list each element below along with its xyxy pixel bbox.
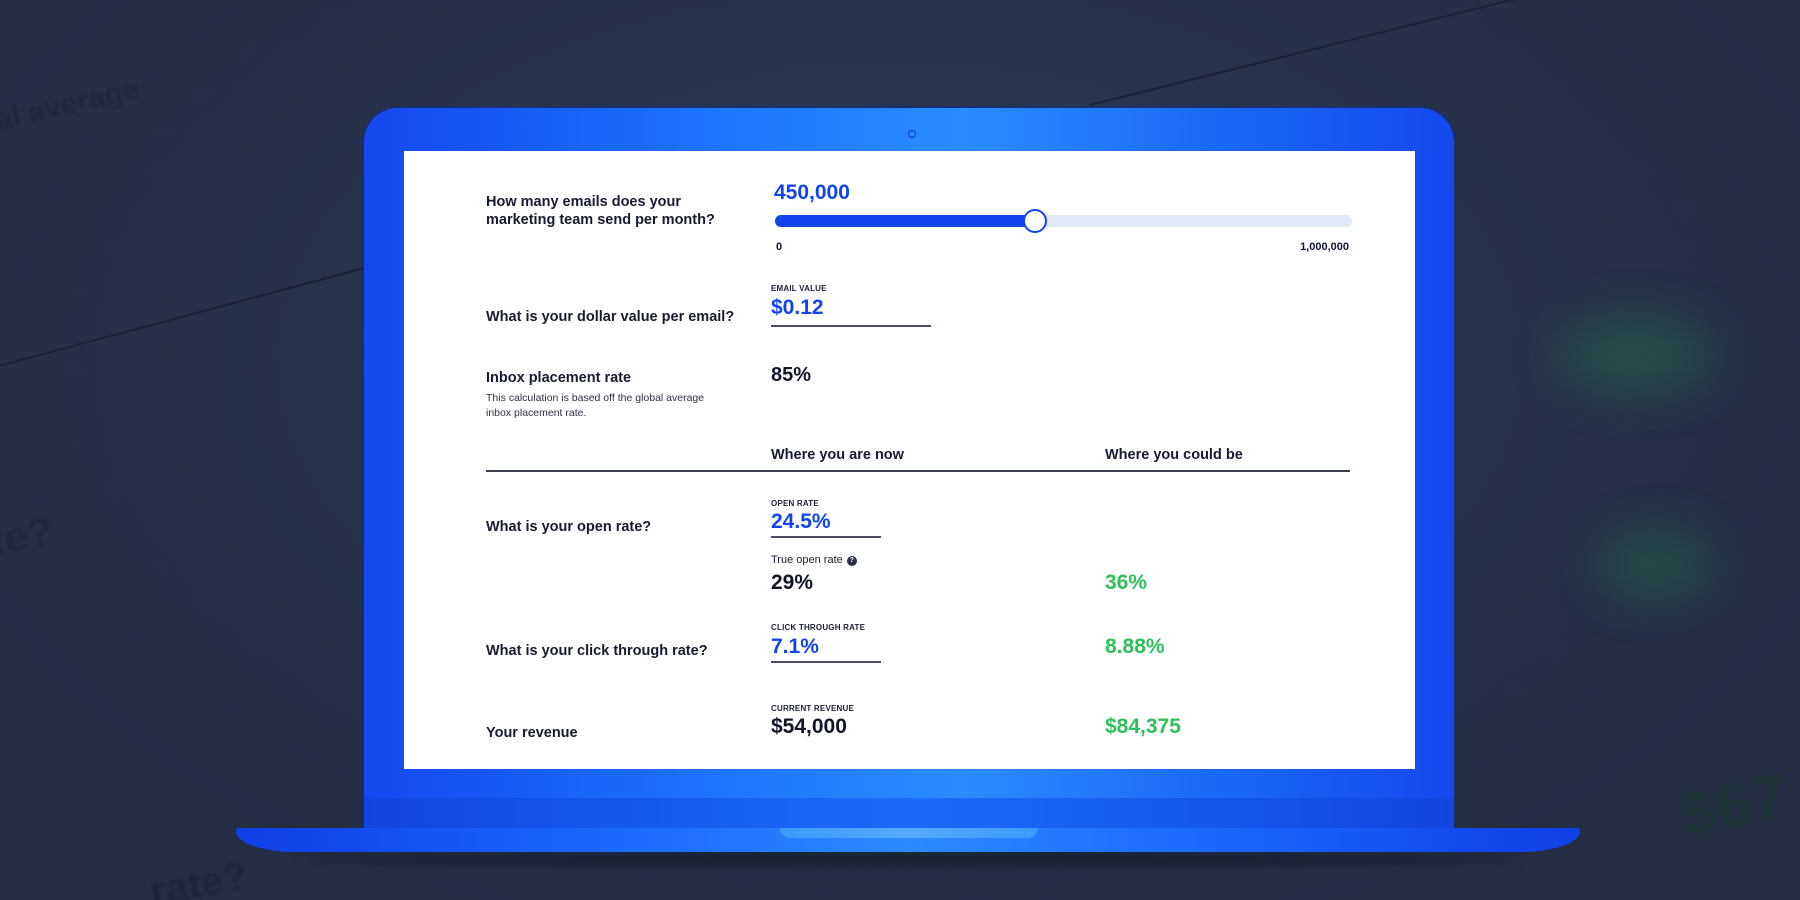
background-line [1089,0,1556,106]
emails-question: How many emails does your marketing team… [486,194,715,228]
revenue-could: $84,375 [1105,715,1181,738]
background-line [0,266,367,372]
ctr-could: 8.88% [1105,635,1165,658]
dollar-question: What is your dollar value per email? [486,309,735,325]
true-open-rate-label: True open rate? [771,554,857,566]
inbox-value: 85% [771,364,812,386]
open-rate-question: What is your open rate? [486,519,652,535]
background-ghost-text: rate? [146,853,251,900]
emails-slider[interactable] [775,209,1352,233]
ctr-input[interactable]: 7.1% [771,635,819,658]
emails-value: 450,000 [774,181,850,204]
current-revenue-label: CURRENT REVENUE [771,704,855,713]
slider-max-label: 1,000,000 [1300,241,1349,253]
revenue-question: Your revenue [486,725,578,741]
slider-thumb[interactable] [1022,209,1047,233]
ctr-label: CLICK THROUGH RATE [771,623,866,632]
background-ghost-text: $67 [1673,758,1794,852]
ctr-question: What is your click through rate? [486,643,708,659]
background-glow [1560,320,1710,390]
slider-fill [775,215,1035,227]
open-rate-underline [771,536,881,538]
open-rate-label: OPEN RATE [771,499,819,508]
laptop-notch [780,828,1038,838]
laptop-shadow [300,852,1520,866]
true-open-rate-text: True open rate [771,554,843,566]
background-ghost-text: al average [0,71,143,138]
true-open-rate-could: 36% [1105,571,1148,594]
column-header-could: Where you could be [1105,447,1243,463]
slider-min-label: 0 [776,241,783,253]
column-header-now: Where you are now [771,447,904,463]
table-divider [486,470,1350,472]
email-value-label: EMAIL VALUE [771,284,827,293]
true-open-rate-now: 29% [771,571,814,594]
email-value-input[interactable]: $0.12 [771,296,824,319]
background-ghost-text: te? [0,506,57,565]
open-rate-input[interactable]: 24.5% [771,510,831,533]
email-value-underline [771,325,931,327]
ctr-underline [771,661,881,663]
help-icon[interactable]: ? [846,556,857,566]
background-glow [1600,535,1710,595]
laptop-screen: How many emails does your marketing team… [404,151,1415,769]
camera-icon [908,130,916,138]
inbox-title: Inbox placement rate [486,370,632,386]
revenue-now: $54,000 [771,715,847,738]
inbox-description: This calculation is based off the global… [486,392,705,419]
